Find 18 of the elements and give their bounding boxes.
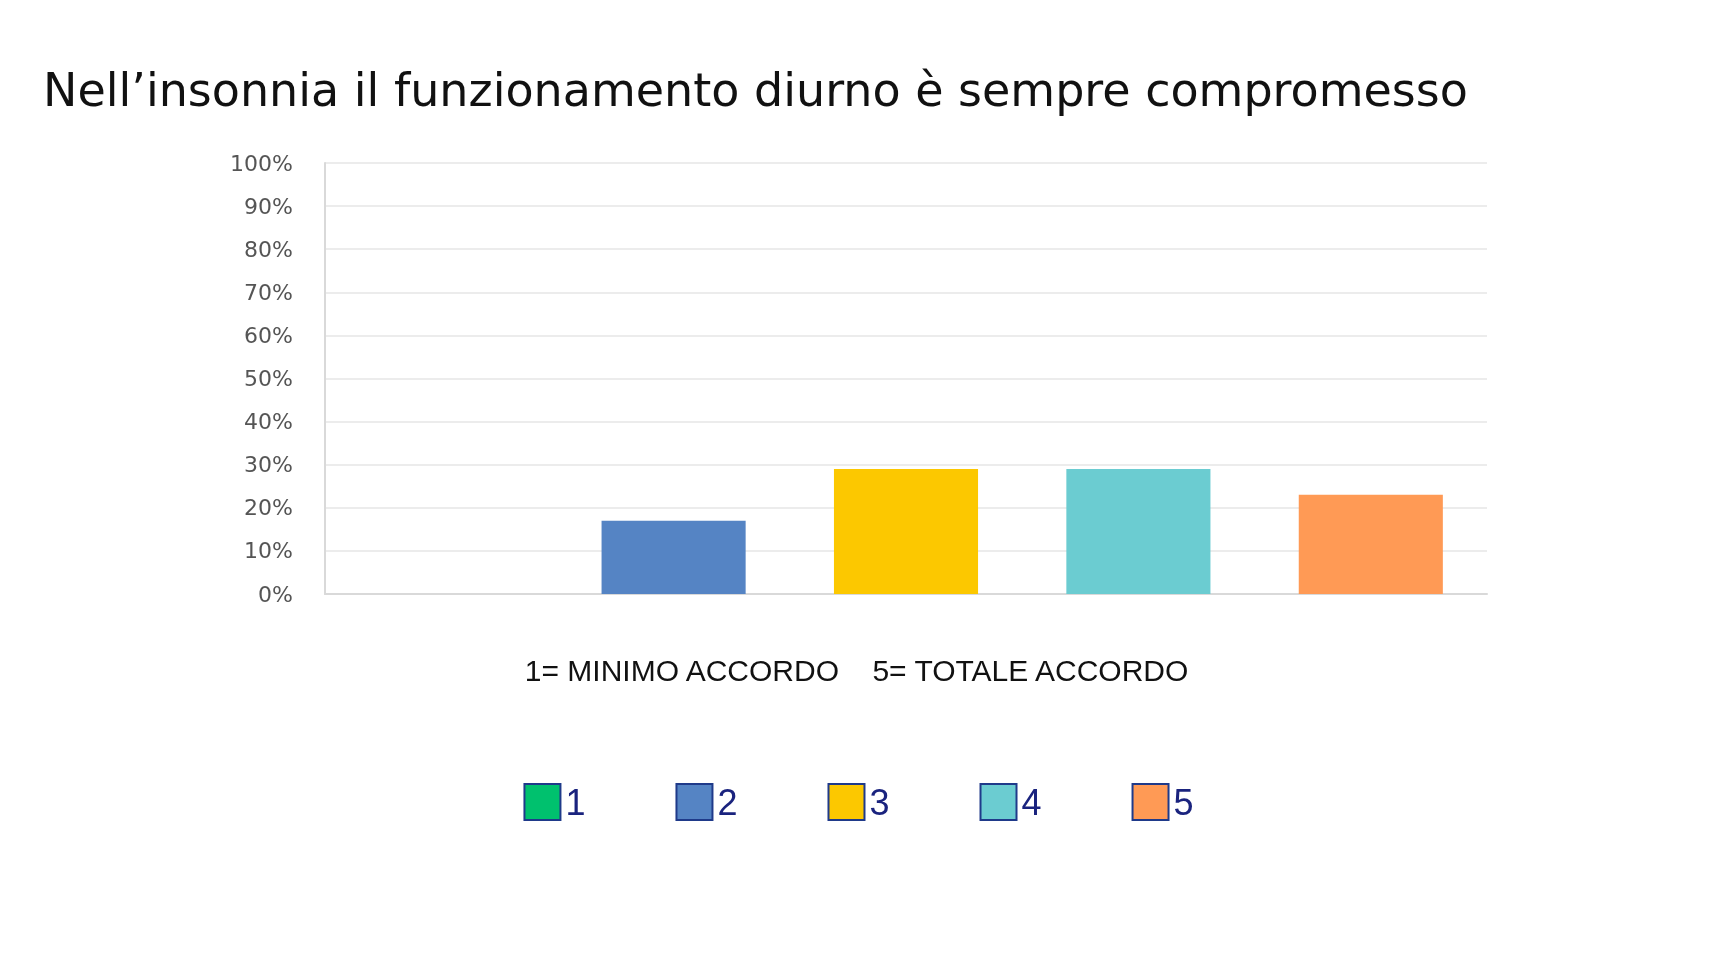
y-tick-label: 50% <box>244 366 293 391</box>
y-tick-label: 40% <box>244 409 293 435</box>
text: 1= MINIMO ACCORDO 5= TOTALE ACCORDO <box>524 653 1189 687</box>
y-tick-label: 70% <box>244 279 293 305</box>
legend-label: 5 <box>1173 781 1194 823</box>
chart-title: Nell’insonnia il funzionamento diurno è sempre compromesso <box>43 63 1468 117</box>
y-tick-label: 10% <box>244 538 293 564</box>
y-tick-label: 0% <box>258 581 293 607</box>
y-tick-label: 30% <box>244 452 293 478</box>
legend-label: 1 <box>565 781 586 823</box>
legend-label: 4 <box>1021 781 1042 823</box>
y-tick-label: 100% <box>230 150 293 176</box>
y-tick-label: 20% <box>244 495 293 521</box>
y-tick-label: 90% <box>244 193 293 219</box>
y-tick-label: 80% <box>244 236 293 262</box>
y-tick-label: 60% <box>244 322 293 348</box>
legend-label: 2 <box>717 781 738 823</box>
legend-label: 3 <box>869 781 890 823</box>
